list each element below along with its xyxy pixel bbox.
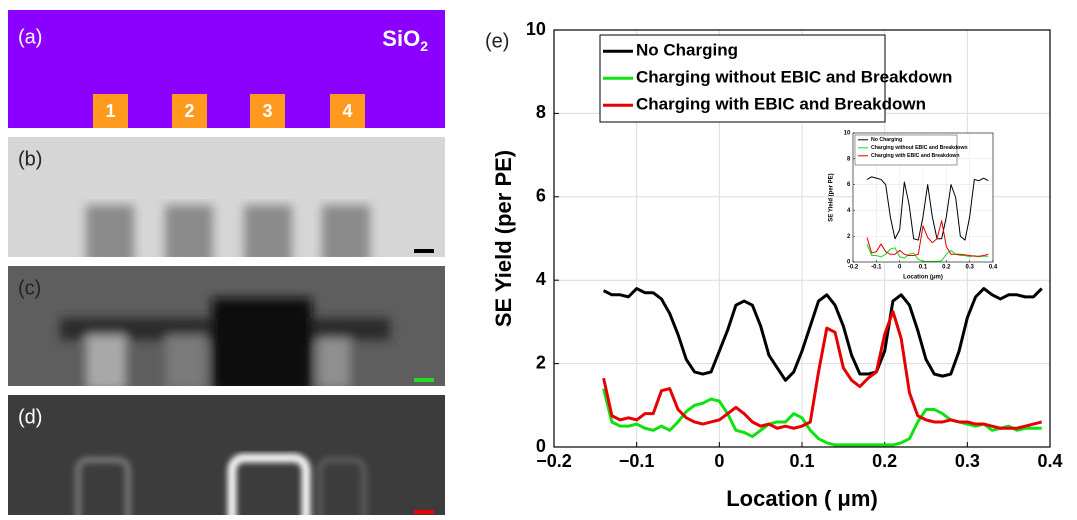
x-tick-label: 0.2	[942, 265, 951, 271]
image-features	[86, 205, 370, 257]
y-tick-label: 0	[847, 260, 851, 266]
pad-label: 2	[184, 101, 194, 121]
x-tick-label: 0	[714, 451, 724, 471]
image-features	[74, 453, 367, 515]
scale-bar	[414, 249, 434, 253]
y-tick-label: 10	[526, 19, 546, 39]
panel-c	[8, 266, 445, 386]
legend-label: No Charging	[636, 41, 738, 60]
x-tick-label: 0.4	[1037, 451, 1062, 471]
x-tick-label: 0.3	[965, 265, 974, 271]
oxide-layer	[8, 10, 445, 128]
y-axis-label: SE Yield (per PE)	[491, 150, 516, 327]
panel-d	[8, 395, 445, 515]
y-axis-label: SE Yield (per PE)	[829, 173, 835, 221]
y-tick-label: 8	[847, 156, 851, 162]
y-tick-label: 8	[536, 102, 546, 122]
x-tick-label: 0.1	[789, 451, 814, 471]
series-line	[602, 309, 1043, 430]
x-tick-label: 0.4	[989, 265, 998, 271]
y-tick-label: 10	[844, 131, 851, 137]
material-subscript: 2	[420, 38, 428, 54]
pad-label: 3	[262, 101, 272, 121]
y-tick-label: 6	[536, 186, 546, 206]
pad	[93, 94, 128, 128]
pad-label: 4	[342, 101, 352, 121]
series-line	[602, 287, 1043, 382]
legend-box	[599, 34, 886, 123]
x-tick-label: -0.2	[848, 265, 859, 271]
panel-label: (e)	[485, 30, 509, 52]
pad-label: 1	[105, 101, 115, 121]
legend-label: Charging with EBIC and Breakdown	[871, 153, 959, 159]
image-bg	[8, 137, 445, 257]
series-line	[866, 176, 989, 241]
main-chart: 0 2 4 6 8 10 −0.2 −0.1 0 0.1 0.2 0.3 0.4 No Charging C…	[485, 19, 1063, 511]
axes-box	[553, 29, 1051, 448]
y-tick-label: 4	[847, 208, 851, 214]
image-bg	[8, 395, 445, 515]
pad	[250, 94, 285, 128]
panel-label: (c)	[18, 277, 41, 299]
axes-box	[852, 132, 994, 263]
y-tick-label: 4	[536, 269, 546, 289]
material: SiO	[382, 26, 420, 51]
y-tick-label: 0	[536, 436, 546, 456]
scale-bar	[414, 378, 434, 382]
x-tick-label: −0.1	[619, 451, 655, 471]
panel-b	[8, 137, 445, 257]
x-tick-label: −0.2	[536, 451, 572, 471]
panel-label: (a)	[18, 26, 42, 48]
material-label: SiO2	[382, 26, 428, 54]
legend-label: Charging with EBIC and Breakdown	[636, 95, 926, 114]
y-tick-label: 6	[847, 182, 851, 188]
panel-label: (d)	[18, 406, 42, 428]
inset-chart: 0 2 4 6 8 10 -0.2 -0.1 0 0.1 0.2 0.3 0.4 No Charging C…	[829, 131, 998, 281]
series-line	[602, 388, 1042, 447]
image-features	[60, 298, 390, 386]
x-axis-label: Location ( μm)	[726, 486, 878, 511]
legend-label: Charging without EBIC and Breakdown	[871, 145, 968, 151]
y-tick-label: 2	[536, 352, 546, 372]
panel-label: (b)	[18, 148, 42, 170]
legend-label: No Charging	[871, 137, 902, 143]
legend-box	[854, 134, 958, 166]
scale-bar	[414, 510, 434, 514]
x-tick-label: -0.1	[871, 265, 882, 271]
x-tick-label: 0.1	[919, 265, 928, 271]
pad	[172, 94, 207, 128]
x-axis-label: Location (μm)	[903, 275, 943, 281]
y-tick-label: 2	[847, 234, 851, 240]
series-line	[866, 220, 989, 257]
pad	[330, 94, 365, 128]
x-tick-label: 0.2	[872, 451, 897, 471]
x-tick-label: 0	[898, 265, 902, 271]
legend-label: Charging without EBIC and Breakdown	[636, 68, 952, 87]
x-tick-label: 0.3	[955, 451, 980, 471]
